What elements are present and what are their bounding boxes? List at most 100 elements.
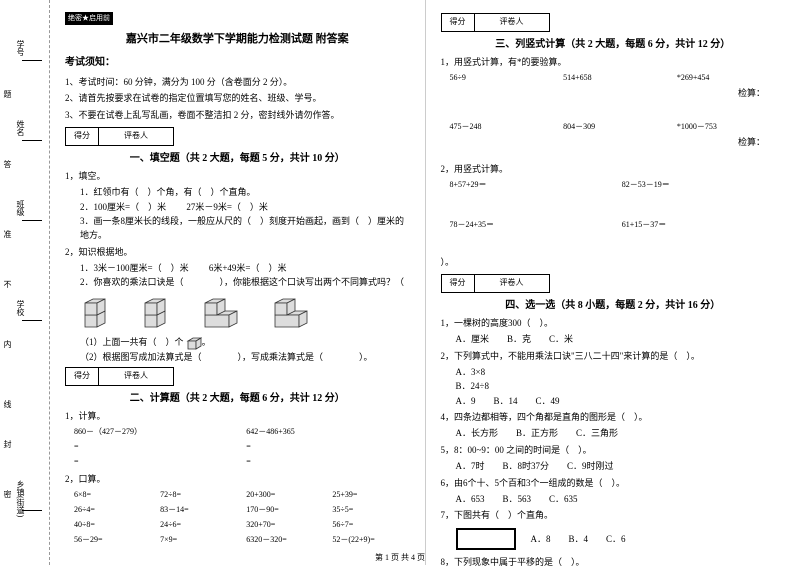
- options: A．653 B．563 C．635: [456, 492, 786, 506]
- sub-question: （2）根据图写成加法算式是（ ），写成乘法算式是（ ）。: [80, 350, 410, 364]
- score-label: 得分: [66, 128, 99, 145]
- question: 1，填空。: [65, 169, 410, 183]
- notice-title: 考试须知：: [65, 55, 410, 71]
- paren: ）。: [441, 255, 786, 269]
- margin-line: [22, 220, 42, 221]
- calc-item: =: [65, 441, 237, 454]
- seal-char: 内: [2, 340, 13, 348]
- text: 2．100厘米=（ ）米: [80, 202, 166, 212]
- question: 2，口算。: [65, 472, 410, 486]
- calc-item: 56÷9: [441, 72, 555, 85]
- calc-item: 56÷7=: [323, 519, 409, 532]
- calc-item: 61+15－37＝: [613, 219, 785, 232]
- rectangle-diagram: [456, 528, 516, 550]
- sub-question: 3．画一条8厘米长的线段，一般应从尺的（ ）刻度开始画起，画到（ ）厘米的地方。: [80, 214, 410, 243]
- score-box: 得分 评卷人: [65, 127, 174, 146]
- calc-item: 7×9=: [151, 534, 237, 547]
- seal-char: 题: [2, 90, 13, 98]
- seal-char: 准: [2, 230, 13, 238]
- calc-item: =: [237, 441, 409, 454]
- options: A．长方形 B．正方形 C．三角形: [456, 426, 786, 440]
- question: 5，8：00~9：00 之间的时间是（ ）。: [441, 443, 786, 457]
- text: 27米－9米=（ ）米: [186, 202, 268, 212]
- margin-line: [22, 510, 42, 511]
- cube-icon: [270, 295, 320, 330]
- cube-icon: [80, 295, 120, 330]
- calc-item: *1000－753: [668, 121, 782, 134]
- exam-title: 嘉兴市二年级数学下学期能力检测试题 附答案: [65, 31, 410, 49]
- margin-line: [22, 60, 42, 61]
- seal-char: 封: [2, 440, 13, 448]
- options: A．9 B．14 C．49: [456, 394, 786, 408]
- calc-grid: 6×8= 72÷8= 20+300= 25+39= 26÷4= 83－14= 1…: [65, 488, 410, 547]
- margin-label: 学号: [15, 40, 26, 56]
- score-box: 得分 评卷人: [441, 13, 550, 32]
- score-box: 得分 评卷人: [65, 367, 174, 386]
- options: B．24÷8: [456, 379, 786, 393]
- left-column: 绝密★启用前 嘉兴市二年级数学下学期能力检测试题 附答案 考试须知： 1、考试时…: [50, 0, 426, 565]
- calc-item: 642－486+365: [237, 426, 409, 439]
- binding-margin: 学号 姓名 班级 学校 乡镇(街道) 题 答 准 不 内 线 封 密: [0, 0, 50, 565]
- calc-item: 475－248: [441, 121, 555, 134]
- score-box: 得分 评卷人: [441, 274, 550, 293]
- options: A．3×8: [456, 365, 786, 379]
- question: 2，知识根据地。: [65, 245, 410, 259]
- options: A．7时 B．8时37分 C．9时刚过: [456, 459, 786, 473]
- cube-icon: [140, 295, 180, 330]
- calc-item: 52－(22+9)=: [323, 534, 409, 547]
- margin-line: [22, 140, 42, 141]
- question: 2，下列算式中，不能用乘法口诀"三八二十四"来计算的是（ ）。: [441, 349, 786, 363]
- question: 1，一棵树的高度300（ ）。: [441, 316, 786, 330]
- section-title: 三、列竖式计算（共 2 大题，每题 6 分，共计 12 分）: [441, 37, 786, 53]
- calc-item: 20+300=: [237, 489, 323, 502]
- calc-item: 25+39=: [323, 489, 409, 502]
- calc-item: 78－24+35＝: [441, 219, 613, 232]
- question: 7，下图共有（ ）个直角。: [441, 508, 786, 522]
- cube-icon: [200, 295, 250, 330]
- score-label: 得分: [66, 368, 99, 385]
- margin-label: 班级: [15, 200, 26, 216]
- seal-char: 不: [2, 280, 13, 288]
- sub-question: 1．3米－100厘米=（ ）米 6米+49米=（ ）米: [80, 261, 410, 275]
- calc-item: =: [65, 456, 237, 469]
- calc-item: 320+70=: [237, 519, 323, 532]
- seal-char: 线: [2, 400, 13, 408]
- reviewer-label: 评卷人: [475, 14, 549, 31]
- seal-char: 密: [2, 490, 13, 498]
- calc-item: 82－53－19＝: [613, 179, 785, 192]
- options: A．厘米 B．克 C．米: [456, 332, 786, 346]
- calc-item: *269+454: [668, 72, 782, 85]
- sub-question: 1．红领巾有（ ）个角，有（ ）个直角。: [80, 185, 410, 199]
- question: 6，由6个十、5个百和3个一组成的数是（ ）。: [441, 476, 786, 490]
- sub-question: 2．100厘米=（ ）米 27米－9米=（ ）米: [80, 200, 410, 214]
- calc-item: 514+658: [554, 72, 668, 85]
- question: 1，用竖式计算，有*的要验算。: [441, 55, 786, 69]
- margin-label: 乡镇(街道): [15, 480, 26, 517]
- right-column: 得分 评卷人 三、列竖式计算（共 2 大题，每题 6 分，共计 12 分） 1，…: [426, 0, 800, 565]
- notice-item: 3、不要在试卷上乱写乱画，卷面不整洁扣 2 分，密封线外请勿作答。: [65, 108, 410, 122]
- check-label: 检算：: [441, 135, 766, 149]
- calc-item: 24÷6=: [151, 519, 237, 532]
- calc-item: 83－14=: [151, 504, 237, 517]
- notice-item: 1、考试时间：60 分钟，满分为 100 分（含卷面分 2 分）。: [65, 75, 410, 89]
- margin-line: [22, 320, 42, 321]
- section-title: 二、计算题（共 2 大题，每题 6 分，共计 12 分）: [65, 391, 410, 407]
- question: 2，用竖式计算。: [441, 162, 786, 176]
- margin-label: 学校: [15, 300, 26, 316]
- check-label: 检算：: [441, 86, 766, 100]
- calc-item: =: [237, 456, 409, 469]
- calc-item: 8+57+29＝: [441, 179, 613, 192]
- reviewer-label: 评卷人: [99, 128, 173, 145]
- calc-item: 6×8=: [65, 489, 151, 502]
- score-label: 得分: [442, 275, 475, 292]
- seal-char: 答: [2, 160, 13, 168]
- calc-item: 170－90=: [237, 504, 323, 517]
- cube-icon: [186, 336, 202, 350]
- calc-item: 26÷4=: [65, 504, 151, 517]
- reviewer-label: 评卷人: [475, 275, 549, 292]
- score-label: 得分: [442, 14, 475, 31]
- sub-question: （1）上面一共有（ ）个 。: [80, 335, 410, 350]
- calc-item: 860－（427－279）: [65, 426, 237, 439]
- margin-label: 姓名: [15, 120, 26, 136]
- question: 1，计算。: [65, 409, 410, 423]
